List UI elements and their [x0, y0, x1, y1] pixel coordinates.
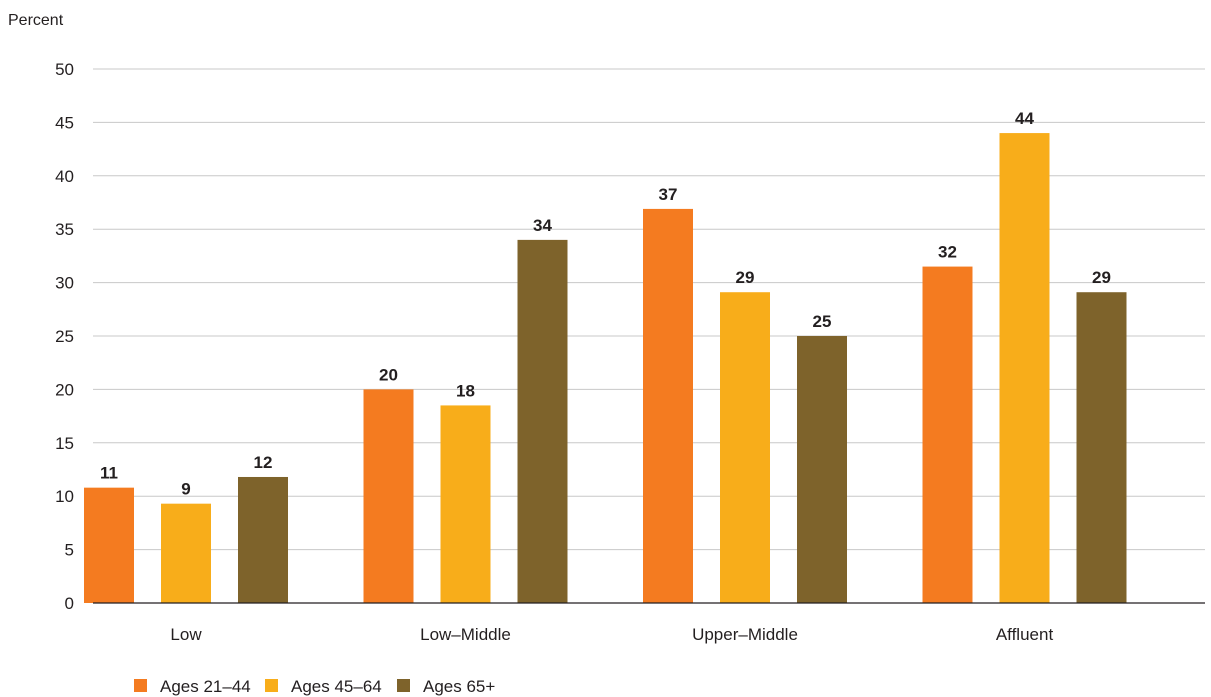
- bar: [1076, 292, 1127, 603]
- bar: [238, 476, 288, 603]
- data-label: 37: [659, 185, 678, 204]
- y-axis-title: Percent: [8, 12, 64, 29]
- data-label: 44: [1015, 109, 1034, 128]
- y-tick-label: 25: [55, 327, 74, 346]
- data-label: 25: [813, 312, 832, 331]
- legend-label: Ages 21–44: [160, 677, 251, 696]
- data-label: 12: [254, 453, 273, 472]
- bar: [84, 487, 134, 603]
- x-category-label: Low: [170, 625, 202, 644]
- legend: Ages 21–44 Ages 45–64 Ages 65+: [134, 677, 495, 696]
- y-tick-label: 15: [55, 434, 74, 453]
- data-label: 29: [736, 268, 755, 287]
- x-category-label: Upper–Middle: [692, 625, 798, 644]
- bar: [999, 133, 1050, 603]
- bar: [922, 266, 973, 603]
- y-tick-label: 30: [55, 274, 74, 293]
- y-tick-label: 45: [55, 113, 74, 132]
- bars: [84, 133, 1127, 603]
- y-axis-ticks: 0 5 10 15 20 25 30 35 40 45 50: [55, 60, 74, 613]
- bar: [161, 503, 211, 603]
- data-label: 29: [1092, 268, 1111, 287]
- data-label: 9: [181, 480, 190, 499]
- y-tick-label: 50: [55, 60, 74, 79]
- bar: [517, 239, 568, 603]
- legend-label: Ages 45–64: [291, 677, 382, 696]
- bar: [797, 336, 847, 603]
- y-tick-label: 0: [65, 594, 74, 613]
- bar: [720, 292, 770, 603]
- y-tick-label: 40: [55, 167, 74, 186]
- legend-label: Ages 65+: [423, 677, 495, 696]
- legend-swatch: [265, 679, 278, 692]
- data-label: 34: [533, 216, 552, 235]
- bar: [643, 208, 693, 603]
- bar: [363, 389, 414, 603]
- x-axis-categories: Low Low–Middle Upper–Middle Affluent: [170, 625, 1053, 644]
- y-tick-label: 35: [55, 220, 74, 239]
- data-label: 32: [938, 243, 957, 262]
- data-label: 18: [456, 381, 475, 400]
- legend-swatch: [397, 679, 410, 692]
- x-category-label: Low–Middle: [420, 625, 511, 644]
- bar: [440, 405, 491, 603]
- data-label: 11: [100, 464, 118, 483]
- x-category-label: Affluent: [996, 625, 1054, 644]
- legend-swatch: [134, 679, 147, 692]
- y-tick-label: 20: [55, 380, 74, 399]
- y-tick-label: 10: [55, 487, 74, 506]
- data-label: 20: [379, 365, 398, 384]
- y-tick-label: 5: [65, 541, 74, 560]
- data-labels: 11 9 12 20 18 34 37 29 25 32 44 29: [100, 109, 1111, 499]
